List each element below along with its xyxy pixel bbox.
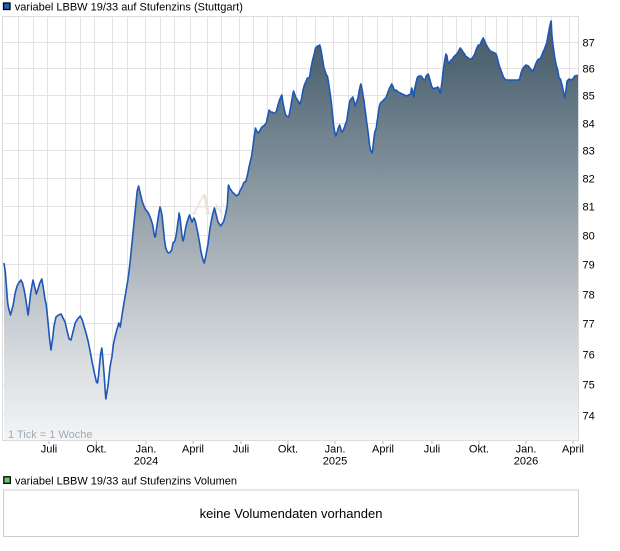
- svg-text:Aκ: Aκ: [191, 188, 224, 221]
- svg-text:1 Tick = 1 Woche: 1 Tick = 1 Woche: [8, 429, 92, 441]
- svg-text:79: 79: [583, 260, 595, 272]
- svg-text:Jan.: Jan.: [136, 444, 157, 456]
- svg-text:87: 87: [583, 38, 595, 50]
- svg-text:April: April: [562, 444, 584, 456]
- svg-text:Okt.: Okt.: [278, 444, 298, 456]
- svg-text:Jan.: Jan.: [325, 444, 346, 456]
- svg-text:variabel LBBW 19/33 auf Stufen: variabel LBBW 19/33 auf Stufenzins (Stut…: [15, 2, 243, 14]
- svg-text:2025: 2025: [323, 456, 347, 468]
- svg-text:Juli: Juli: [41, 444, 58, 456]
- svg-text:keine Volumendaten vorhanden: keine Volumendaten vorhanden: [200, 506, 383, 521]
- svg-text:Jan.: Jan.: [516, 444, 537, 456]
- svg-text:Okt.: Okt.: [86, 444, 106, 456]
- svg-text:74: 74: [583, 411, 595, 423]
- svg-text:77: 77: [583, 319, 595, 331]
- svg-text:75: 75: [583, 380, 595, 392]
- svg-text:78: 78: [583, 290, 595, 302]
- svg-text:81: 81: [583, 202, 595, 214]
- svg-text:80: 80: [583, 231, 595, 243]
- svg-text:82: 82: [583, 174, 595, 186]
- svg-text:Okt.: Okt.: [469, 444, 489, 456]
- svg-text:84: 84: [583, 119, 595, 131]
- svg-text:April: April: [372, 444, 394, 456]
- svg-text:Juli: Juli: [233, 444, 250, 456]
- svg-text:83: 83: [583, 146, 595, 158]
- svg-text:76: 76: [583, 350, 595, 362]
- svg-text:variabel LBBW 19/33 auf Stufen: variabel LBBW 19/33 auf Stufenzins Volum…: [15, 475, 237, 487]
- svg-text:86: 86: [583, 64, 595, 76]
- svg-text:2026: 2026: [514, 456, 538, 468]
- svg-text:Juli: Juli: [424, 444, 441, 456]
- svg-text:2024: 2024: [134, 456, 158, 468]
- svg-text:85: 85: [583, 91, 595, 103]
- svg-text:April: April: [182, 444, 204, 456]
